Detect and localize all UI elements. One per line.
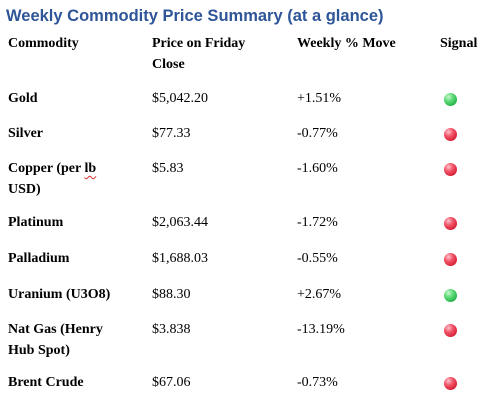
row-natgas-name-line1: Nat Gas (Henry: [8, 322, 103, 337]
row-gold-move: +1.51%: [297, 91, 342, 106]
spellcheck-word: lb: [84, 161, 97, 176]
row-platinum-price: $2,063.44: [152, 215, 208, 230]
signal-red-icon: [444, 217, 457, 230]
header-weekly-move: Weekly % Move: [297, 36, 396, 51]
row-natgas-name-line2: Hub Spot): [8, 343, 70, 358]
header-price-line2: Close: [152, 57, 185, 72]
row-uranium-price: $88.30: [152, 287, 191, 302]
header-price: Price on Friday Close: [152, 33, 282, 75]
row-gold-name: Gold: [8, 91, 38, 106]
row-natgas-name: Nat Gas (Henry Hub Spot): [8, 319, 136, 361]
signal-red-icon: [444, 128, 457, 141]
row-brent-move: -0.73%: [297, 375, 338, 390]
header-price-line1: Price on Friday: [152, 36, 246, 51]
row-silver-name: Silver: [8, 126, 43, 141]
row-gold-price: $5,042.20: [152, 91, 208, 106]
row-platinum-name: Platinum: [8, 215, 64, 230]
row-copper-name-part1: Copper (per: [8, 161, 85, 176]
row-silver-price: $77.33: [152, 126, 191, 141]
signal-red-icon: [444, 163, 457, 176]
row-copper-price: $5.83: [152, 161, 184, 176]
header-commodity: Commodity: [8, 36, 79, 51]
row-copper-name-part3: USD): [8, 182, 41, 197]
row-uranium-name: Uranium (U3O8): [8, 287, 111, 302]
row-palladium-price: $1,688.03: [152, 251, 208, 266]
page-title: Weekly Commodity Price Summary (at a gla…: [6, 7, 384, 25]
signal-red-icon: [444, 253, 457, 266]
signal-green-icon: [444, 93, 457, 106]
row-brent-name: Brent Crude: [8, 375, 84, 390]
row-copper-name: Copper (per lb USD): [8, 158, 136, 200]
row-palladium-name: Palladium: [8, 251, 70, 266]
row-uranium-move: +2.67%: [297, 287, 342, 302]
row-platinum-move: -1.72%: [297, 215, 338, 230]
signal-red-icon: [444, 377, 457, 390]
row-natgas-price: $3.838: [152, 322, 191, 337]
header-signal: Signal: [440, 36, 478, 51]
row-silver-move: -0.77%: [297, 126, 338, 141]
row-palladium-move: -0.55%: [297, 251, 338, 266]
row-brent-price: $67.06: [152, 375, 191, 390]
row-copper-move: -1.60%: [297, 161, 338, 176]
signal-red-icon: [444, 324, 457, 337]
signal-green-icon: [444, 289, 457, 302]
row-natgas-move: -13.19%: [297, 322, 345, 337]
